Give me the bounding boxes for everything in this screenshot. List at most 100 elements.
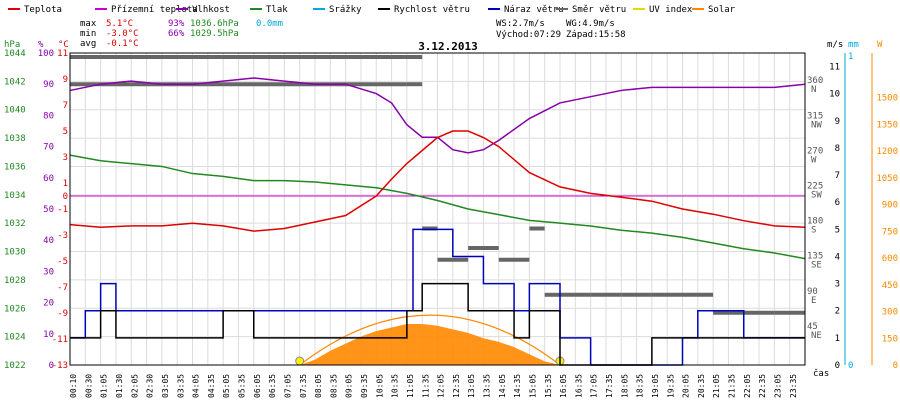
stats-max-rain: 0.0mm xyxy=(256,19,283,29)
time-tick-label: 15:05 xyxy=(528,374,537,398)
time-tick-label: 09:35 xyxy=(360,374,369,398)
pct-tick-label: 90 xyxy=(43,80,54,90)
direction-tick-compass: SE xyxy=(811,261,822,271)
time-tick-label: 19:05 xyxy=(651,374,660,398)
stats-max-label: max xyxy=(80,19,97,29)
wind-gust-max: WG:4.9m/s xyxy=(566,19,615,29)
mm-unit-label: mm xyxy=(848,40,859,50)
temp-tick-label: 5 xyxy=(63,127,68,137)
hpa-tick-label: 1038 xyxy=(4,134,26,144)
temp-tick-label: 11 xyxy=(57,49,68,59)
time-tick-label: 10:05 xyxy=(375,374,384,398)
w-tick-label: 1350 xyxy=(876,120,898,130)
hpa-tick-label: 1032 xyxy=(4,219,26,229)
wind-gust-line xyxy=(70,228,805,366)
legend-label: UV index xyxy=(649,5,693,15)
temp-tick-label: -1 xyxy=(57,205,68,215)
legend-label: Vlhkost xyxy=(192,5,230,15)
time-tick-label: 14:05 xyxy=(498,374,507,398)
pct-tick-label: 50 xyxy=(43,205,54,215)
time-tick-label: 03:05 xyxy=(161,374,170,398)
time-tick-label: 11:35 xyxy=(421,374,430,398)
temp-unit-label: °C xyxy=(58,40,69,50)
ms-tick-label: 5 xyxy=(835,225,840,235)
hpa-tick-label: 1040 xyxy=(4,106,26,116)
stats-max-temp: 5.1°C xyxy=(106,19,133,29)
time-tick-label: 00:30 xyxy=(84,374,93,398)
temperature-line xyxy=(69,130,806,232)
temp-tick-label: -3 xyxy=(57,231,68,241)
time-tick-label: 05:35 xyxy=(238,374,247,398)
temp-tick-label: -13 xyxy=(52,361,68,371)
pressure-line xyxy=(69,154,806,260)
temp-tick-label: -9 xyxy=(57,309,68,319)
wind-info-block: WS:2.7m/s WG:4.9m/s Východ:07:29 Západ:1… xyxy=(496,19,626,40)
w-tick-label: 450 xyxy=(882,281,898,291)
mm-tick-label: 1 xyxy=(848,52,853,62)
mm-tick-label: 0 xyxy=(848,361,853,371)
stats-min-label: min xyxy=(80,29,96,39)
time-tick-label: 10:35 xyxy=(391,374,400,398)
direction-tick-degree: 180 xyxy=(807,217,823,227)
stats-avg-label: avg xyxy=(80,39,96,49)
direction-tick-compass: E xyxy=(811,296,816,306)
sunrise-marker xyxy=(295,356,305,366)
direction-tick-degree: 45 xyxy=(807,322,818,332)
ms-tick-label: 8 xyxy=(835,144,840,154)
time-tick-label: 13:05 xyxy=(467,374,476,398)
temp-tick-label: -5 xyxy=(57,257,68,267)
pct-tick-label: 10 xyxy=(43,330,54,340)
direction-tick-degree: 135 xyxy=(807,252,823,262)
solar-theoretical-arc xyxy=(299,314,561,366)
direction-tick-compass: N xyxy=(811,85,816,95)
w-tick-label: 600 xyxy=(882,254,898,264)
legend-label: Směr větru xyxy=(572,5,626,15)
ms-unit-label: m/s xyxy=(827,40,843,50)
pct-tick-label: 30 xyxy=(43,267,54,277)
time-tick-label: 02:30 xyxy=(146,374,155,398)
ms-tick-label: 7 xyxy=(835,171,840,181)
pct-tick-label: 0 xyxy=(49,361,54,371)
pct-tick-label: 100 xyxy=(38,49,54,59)
wind-speed-avg: WS:2.7m/s xyxy=(496,19,545,29)
direction-tick-degree: 90 xyxy=(807,287,818,297)
time-tick-label: 07:35 xyxy=(299,374,308,398)
time-tick-label: 23:35 xyxy=(789,374,798,398)
pct-unit-label: % xyxy=(38,40,44,50)
direction-tick-compass: SW xyxy=(811,191,822,201)
pct-tick-label: 70 xyxy=(43,143,54,153)
stats-min-hum: 66% xyxy=(168,29,185,39)
plot-border xyxy=(69,52,806,366)
legend-label: Solar xyxy=(708,5,736,15)
time-tick-label: 18:05 xyxy=(620,374,629,398)
time-tick-label: 02:05 xyxy=(130,374,139,398)
time-tick-label: 21:35 xyxy=(728,374,737,398)
time-tick-label: 23:05 xyxy=(773,374,782,398)
time-tick-label: 01:30 xyxy=(115,374,124,398)
w-tick-label: 1200 xyxy=(876,147,898,157)
time-tick-label: 09:05 xyxy=(345,374,354,398)
direction-tick-compass: W xyxy=(811,155,817,165)
x-axis-tick-labels: 00:10 00:30 01:05 01:30 02:05 02:30 03:05 03:35… xyxy=(69,374,798,398)
time-tick-label: 00:10 xyxy=(69,374,78,398)
hpa-tick-label: 1028 xyxy=(4,276,26,286)
time-tick-label: 22:35 xyxy=(758,374,767,398)
direction-tick-compass: NW xyxy=(811,120,822,130)
stats-min-temp: -3.0°C xyxy=(106,29,139,39)
hpa-tick-label: 1022 xyxy=(4,361,26,371)
legend-label: Rychlost větru xyxy=(394,5,470,15)
temp-tick-label: -11 xyxy=(52,335,68,345)
time-tick-label: 12:05 xyxy=(437,374,446,398)
ms-tick-label: 9 xyxy=(835,117,840,127)
w-unit-label: W xyxy=(877,40,883,50)
w-tick-label: 0 xyxy=(893,361,898,371)
time-tick-label: 22:05 xyxy=(743,374,752,398)
stats-avg-temp: -0.1°C xyxy=(106,39,139,49)
time-tick-label: 07:05 xyxy=(283,374,292,398)
x-axis-label: čas xyxy=(813,368,829,379)
ms-tick-label: 0 xyxy=(835,361,840,371)
time-tick-label: 15:35 xyxy=(544,374,553,398)
time-tick-label: 18:35 xyxy=(636,374,645,398)
